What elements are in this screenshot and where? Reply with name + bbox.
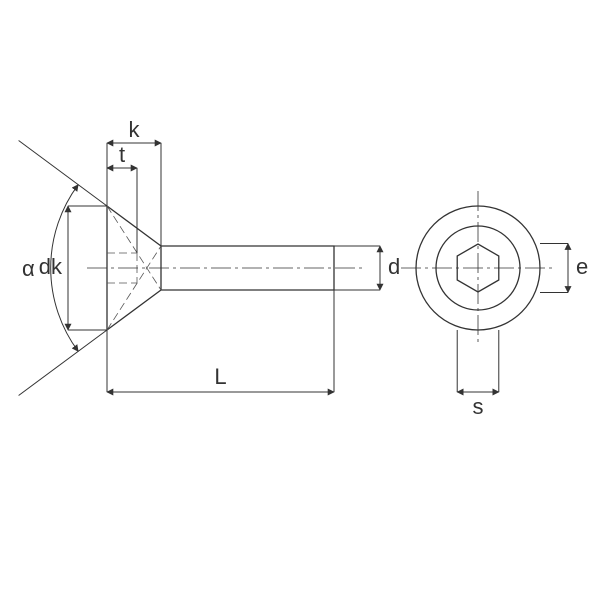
dim-label: α — [22, 256, 35, 281]
dim-label: t — [119, 142, 125, 167]
dim-label: L — [214, 364, 226, 389]
dim-label: k — [129, 117, 141, 142]
screw-technical-drawing: ktLdkdesα — [0, 0, 600, 600]
dim-label: d — [388, 254, 400, 279]
dim-label: s — [473, 394, 484, 419]
dim-label: e — [576, 254, 588, 279]
